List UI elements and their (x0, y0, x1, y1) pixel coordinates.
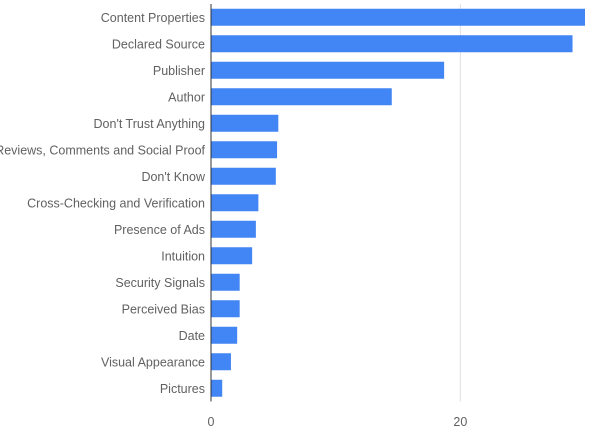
bar-content-properties[interactable] (211, 8, 585, 26)
x-tick-label-20: 20 (453, 415, 467, 429)
category-label-pictures: Pictures (160, 382, 205, 396)
category-label-date: Date (179, 329, 205, 343)
bar-author[interactable] (211, 88, 392, 106)
category-label-don-t-know: Don't Know (141, 170, 206, 184)
bar-pictures[interactable] (211, 379, 223, 397)
category-label-intuition: Intuition (161, 249, 205, 263)
bar-publisher[interactable] (211, 61, 445, 79)
category-label-publisher: Publisher (153, 64, 205, 78)
category-label-security-signals: Security Signals (115, 276, 205, 290)
category-label-reviews-comments-and-social-proof: Reviews, Comments and Social Proof (0, 143, 206, 157)
bars (211, 8, 585, 397)
category-labels: Content Properties Declared Source Publish… (0, 11, 206, 396)
category-label-declared-source: Declared Source (112, 37, 205, 51)
category-label-visual-appearance: Visual Appearance (101, 355, 205, 369)
bar-reviews-comments-and-social-proof[interactable] (211, 141, 278, 159)
category-label-cross-checking-and-verification: Cross-Checking and Verification (27, 196, 205, 210)
bar-presence-of-ads[interactable] (211, 220, 256, 238)
bar-declared-source[interactable] (211, 35, 573, 53)
bar-don-t-know[interactable] (211, 167, 276, 185)
category-label-content-properties: Content Properties (101, 11, 205, 25)
bar-security-signals[interactable] (211, 273, 240, 291)
bar-perceived-bias[interactable] (211, 300, 240, 318)
bar-intuition[interactable] (211, 247, 253, 265)
category-label-author: Author (168, 90, 205, 104)
bar-cross-checking-and-verification[interactable] (211, 194, 259, 212)
category-label-don-t-trust-anything: Don't Trust Anything (94, 117, 206, 131)
category-label-perceived-bias: Perceived Bias (122, 302, 205, 316)
x-tick-label-0: 0 (208, 415, 215, 429)
bar-visual-appearance[interactable] (211, 353, 231, 371)
x-tick-labels: 0 20 (208, 415, 468, 429)
bar-date[interactable] (211, 326, 238, 344)
bar-don-t-trust-anything[interactable] (211, 114, 279, 132)
category-label-presence-of-ads: Presence of Ads (114, 223, 205, 237)
